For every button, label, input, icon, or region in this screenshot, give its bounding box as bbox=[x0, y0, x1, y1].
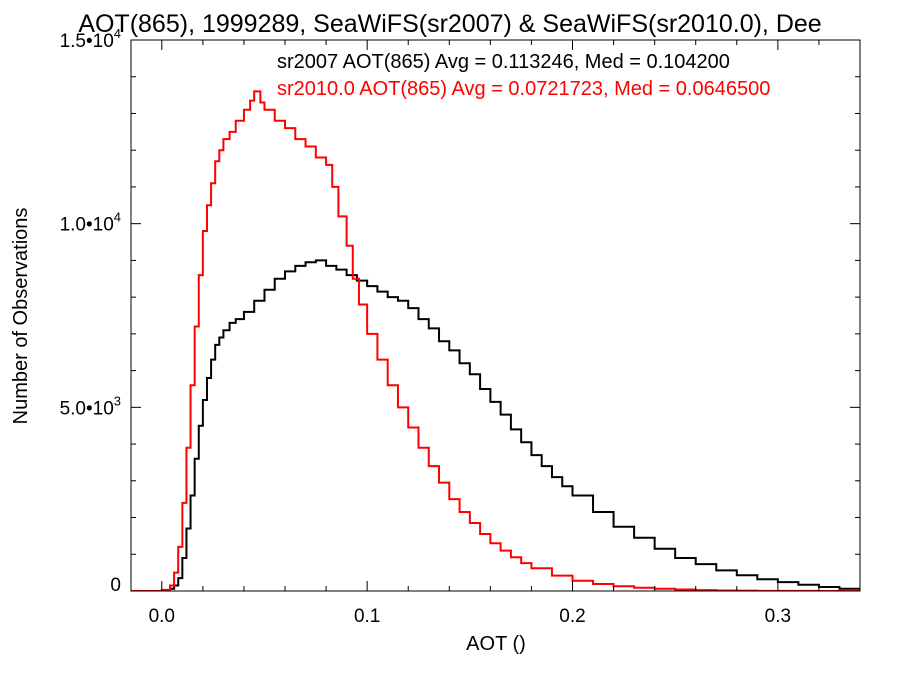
x-axis: 0.0 0.1 0.2 0.3 bbox=[149, 40, 861, 627]
series-line-sr2007 bbox=[131, 259, 860, 591]
x-tick-label: 0.1 bbox=[354, 606, 380, 627]
y-tick-label: 5.0•103 bbox=[60, 393, 121, 419]
x-tick-label: 0.2 bbox=[559, 606, 585, 627]
y-tick-label: 1.0•104 bbox=[60, 210, 121, 236]
plot-frame bbox=[130, 39, 861, 592]
x-axis-label: AOT () bbox=[466, 633, 526, 655]
y-tick-label: 1.5•104 bbox=[60, 26, 121, 52]
plot-area bbox=[131, 90, 860, 591]
x-tick-label: 0.0 bbox=[149, 606, 175, 627]
y-axis-label: Number of Observations bbox=[10, 208, 32, 425]
x-tick-label: 0.3 bbox=[765, 606, 791, 627]
legend-sr2007: sr2007 AOT(865) Avg = 0.113246, Med = 0.… bbox=[277, 51, 730, 73]
chart-title: AOT(865), 1999289, SeaWiFS(sr2007) & Sea… bbox=[78, 10, 821, 38]
y-axis: 0 5.0•103 1.0•104 1.5•104 bbox=[60, 26, 860, 596]
legend-sr2010: sr2010.0 AOT(865) Avg = 0.0721723, Med =… bbox=[277, 78, 770, 100]
y-tick-label: 0 bbox=[110, 575, 121, 596]
series-line-sr2010-0 bbox=[131, 90, 860, 591]
